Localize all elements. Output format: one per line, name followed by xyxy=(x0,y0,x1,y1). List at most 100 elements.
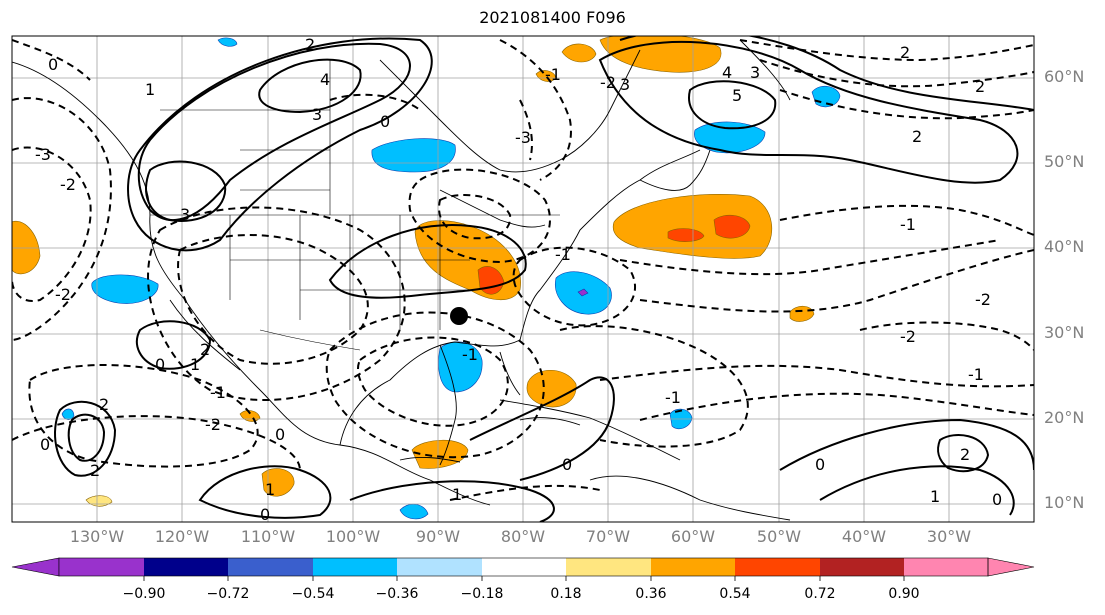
svg-text:0: 0 xyxy=(562,455,572,474)
shade-blue-small-2 xyxy=(61,408,75,420)
svg-text:1: 1 xyxy=(265,480,275,499)
svg-text:-2: -2 xyxy=(600,73,616,92)
svg-text:5: 5 xyxy=(732,86,742,105)
colorbar-tick: 0.72 xyxy=(804,586,836,602)
svg-text:1: 1 xyxy=(190,355,200,374)
lon-label-30w: 30°W xyxy=(926,527,972,546)
svg-text:2: 2 xyxy=(305,35,315,54)
svg-text:4: 4 xyxy=(722,63,732,82)
location-marker xyxy=(450,307,468,325)
map-frame xyxy=(11,35,1035,523)
colorbar-tick: 0.18 xyxy=(550,586,582,602)
shade-red-atlantic-1 xyxy=(667,228,705,242)
shade-blue-greenland xyxy=(811,85,841,108)
colorbar-extend-high xyxy=(987,557,1035,577)
lat-label-50n: 50°N xyxy=(1044,152,1085,171)
svg-text:0: 0 xyxy=(275,425,285,444)
colorbar xyxy=(11,557,1035,581)
positive-contours xyxy=(54,36,1034,522)
shade-blue-small-3 xyxy=(399,503,429,520)
lon-label-120w: 120°W xyxy=(154,527,210,546)
svg-text:-1: -1 xyxy=(210,383,226,402)
colorbar-segment xyxy=(313,558,397,576)
svg-text:0: 0 xyxy=(155,355,165,374)
svg-text:0: 0 xyxy=(40,435,50,454)
svg-text:-3: -3 xyxy=(35,145,51,164)
colorbar-segment xyxy=(566,558,651,576)
lat-label-60n: 60°N xyxy=(1044,67,1085,86)
shade-orange-eastpac xyxy=(261,468,295,497)
shade-red-atlantic-2 xyxy=(713,214,751,239)
svg-text:0: 0 xyxy=(380,112,390,131)
svg-text:1: 1 xyxy=(930,487,940,506)
svg-text:-1: -1 xyxy=(665,388,681,407)
svg-text:3: 3 xyxy=(180,205,190,224)
svg-text:-1: -1 xyxy=(900,215,916,234)
colorbar-extend-low xyxy=(11,557,60,577)
lon-label-90w: 90°W xyxy=(415,527,461,546)
coastlines xyxy=(12,39,791,521)
lat-label-30n: 30°N xyxy=(1044,323,1085,342)
negative-contours xyxy=(12,39,1034,501)
colorbar-tick: 0.36 xyxy=(635,586,667,602)
colorbar-segment xyxy=(144,558,228,576)
map-title: 2021081400 F096 xyxy=(479,8,626,27)
shade-purple-spot xyxy=(577,288,589,297)
lon-label-50w: 50°W xyxy=(756,527,802,546)
svg-text:3: 3 xyxy=(750,63,760,82)
positive-anomaly-shading xyxy=(12,36,815,507)
colorbar-segment xyxy=(482,558,566,576)
colorbar-segment xyxy=(397,558,482,576)
lon-label-70w: 70°W xyxy=(585,527,631,546)
svg-text:-2: -2 xyxy=(900,327,916,346)
political-borders xyxy=(150,60,560,351)
lat-label-40n: 40°N xyxy=(1044,237,1085,256)
colorbar-segment xyxy=(651,558,735,576)
svg-text:2: 2 xyxy=(90,461,100,480)
colorbar-tick: 0.90 xyxy=(888,586,920,602)
contour-labels: 3 3 2 4 5 4 3 2 2 2 0 2 1 0 -1 1 0 2 -2 … xyxy=(35,35,1002,524)
shade-blue-gulf xyxy=(438,341,483,393)
svg-text:0: 0 xyxy=(992,490,1002,509)
svg-text:-1: -1 xyxy=(968,365,984,384)
lat-lon-grid xyxy=(12,36,1034,522)
svg-text:2: 2 xyxy=(975,77,985,96)
shade-blue-newfoundland xyxy=(694,121,766,154)
lon-label-60w: 60°W xyxy=(670,527,716,546)
svg-text:-2: -2 xyxy=(205,415,221,434)
colorbar-segment xyxy=(735,558,820,576)
shade-orange-caribbean xyxy=(411,439,469,469)
shade-yellow-small xyxy=(85,495,113,507)
colorbar-tick: −0.90 xyxy=(122,586,166,602)
shade-blue-small-1 xyxy=(217,37,238,47)
svg-text:1: 1 xyxy=(452,485,462,504)
svg-text:-2: -2 xyxy=(975,290,991,309)
svg-text:3: 3 xyxy=(620,75,630,94)
colorbar-tick: −0.18 xyxy=(460,586,504,602)
svg-text:2: 2 xyxy=(912,127,922,146)
svg-text:2: 2 xyxy=(99,395,109,414)
svg-text:-1: -1 xyxy=(462,345,478,364)
svg-text:-1: -1 xyxy=(555,245,571,264)
shade-orange-small-1 xyxy=(789,305,815,322)
svg-text:4: 4 xyxy=(320,70,330,89)
svg-text:0: 0 xyxy=(260,505,270,524)
colorbar-tick: 0.54 xyxy=(719,586,751,602)
shade-orange-bermuda xyxy=(526,370,577,408)
svg-text:-1: -1 xyxy=(545,65,561,84)
svg-text:3: 3 xyxy=(312,105,322,124)
shade-orange-atlantic xyxy=(612,194,773,259)
svg-text:-3: -3 xyxy=(515,128,531,147)
colorbar-segment xyxy=(228,558,313,576)
lon-label-130w: 130°W xyxy=(69,527,125,546)
colorbar-tick: −0.54 xyxy=(291,586,335,602)
colorbar-tick: −0.72 xyxy=(206,586,250,602)
colorbar-segment xyxy=(59,558,144,576)
shade-blue-canada xyxy=(371,138,456,173)
svg-text:-2: -2 xyxy=(55,285,71,304)
shade-orange-westcoast xyxy=(12,220,41,275)
svg-text:-2: -2 xyxy=(60,175,76,194)
lon-label-80w: 80°W xyxy=(500,527,546,546)
shade-orange-labrador xyxy=(599,36,722,73)
